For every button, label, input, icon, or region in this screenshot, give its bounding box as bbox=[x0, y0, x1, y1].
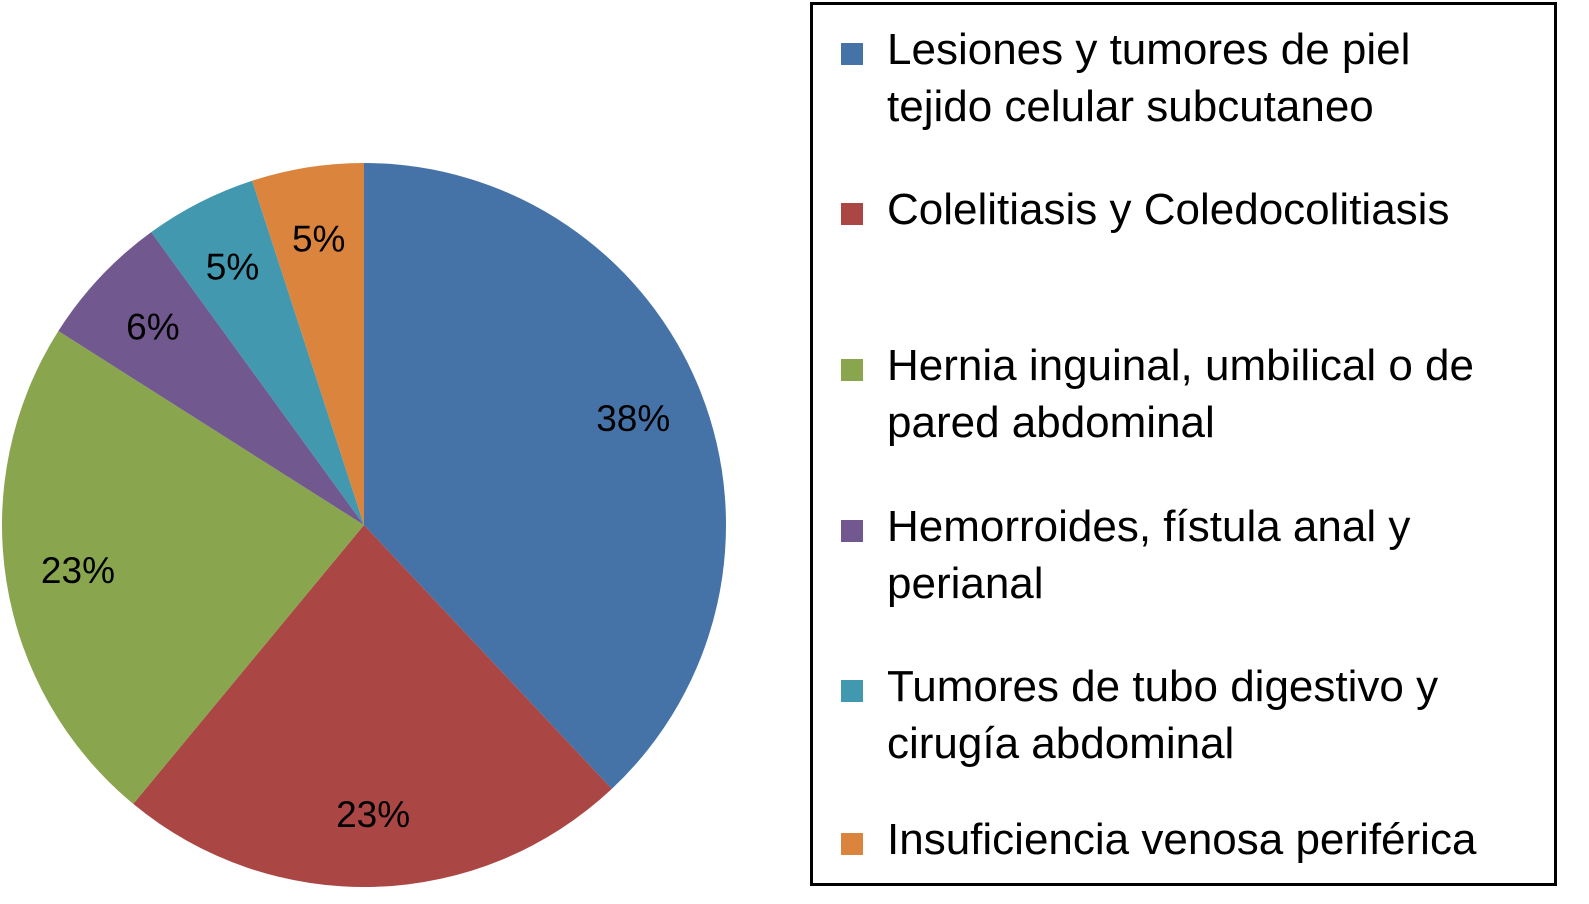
pie-slice-6 bbox=[252, 163, 364, 525]
pie-chart: 38% 23% 23% 6% 5% 5% bbox=[1, 163, 727, 887]
pie-slice-label-3: 23% bbox=[41, 550, 115, 591]
legend-label: Hernia inguinal, umbilical o de pared ab… bbox=[887, 341, 1474, 447]
legend-swatch bbox=[841, 520, 863, 542]
pie-slice-label-6: 5% bbox=[292, 218, 345, 259]
legend-swatch bbox=[841, 680, 863, 702]
pie-slice-2 bbox=[133, 525, 612, 887]
pie-slice-3 bbox=[1, 331, 364, 804]
pie-slice-label-1: 38% bbox=[596, 398, 670, 439]
pie-slice-4 bbox=[58, 232, 364, 525]
pie-slices bbox=[1, 163, 727, 887]
legend-label: Hemorroides, fístula anal y perianal bbox=[887, 502, 1411, 608]
legend-swatch bbox=[841, 203, 863, 225]
legend-item-2: Colelitiasis y Coledocolitiasis bbox=[841, 181, 1541, 238]
legend-label: Lesiones y tumores de piel tejido celula… bbox=[887, 25, 1411, 131]
legend-item-1: Lesiones y tumores de piel tejido celula… bbox=[841, 21, 1541, 135]
legend-item-4: Hemorroides, fístula anal y perianal bbox=[841, 498, 1541, 612]
legend-item-6: Insuficiencia venosa periférica bbox=[841, 811, 1541, 868]
pie-slice-5 bbox=[151, 180, 364, 526]
legend-item-5: Tumores de tubo digestivo y cirugía abdo… bbox=[841, 658, 1541, 772]
legend-swatch bbox=[841, 833, 863, 855]
chart-legend: Lesiones y tumores de piel tejido celula… bbox=[810, 2, 1557, 886]
pie-slice-label-2: 23% bbox=[336, 794, 410, 835]
pie-slice-label-4: 6% bbox=[126, 306, 179, 347]
legend-label: Tumores de tubo digestivo y cirugía abdo… bbox=[887, 662, 1439, 768]
pie-value-labels: 38% 23% 23% 6% 5% 5% bbox=[41, 218, 670, 834]
legend-label: Colelitiasis y Coledocolitiasis bbox=[887, 185, 1450, 234]
legend-swatch bbox=[841, 359, 863, 381]
legend-item-3: Hernia inguinal, umbilical o de pared ab… bbox=[841, 337, 1541, 451]
pie-slice-label-5: 5% bbox=[206, 246, 259, 287]
legend-label: Insuficiencia venosa periférica bbox=[887, 815, 1477, 864]
legend-swatch bbox=[841, 43, 863, 65]
pie-slice-1 bbox=[364, 163, 727, 789]
